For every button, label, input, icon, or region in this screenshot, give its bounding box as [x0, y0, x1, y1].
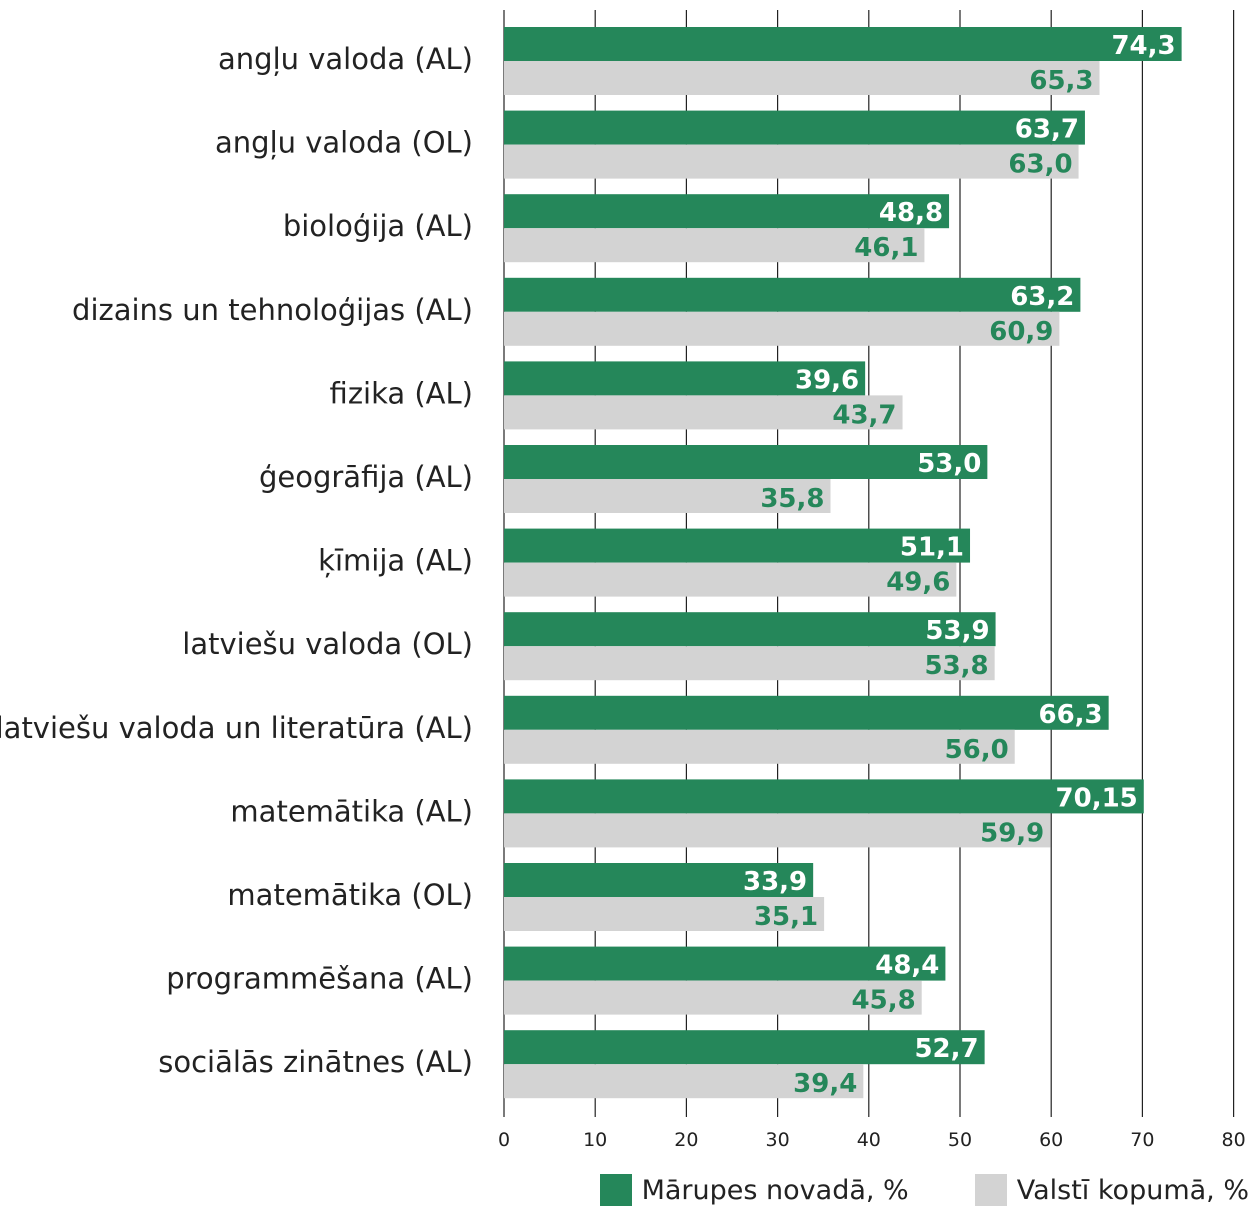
data-label-valsti: 35,8 [760, 484, 824, 514]
bars [504, 27, 1182, 1099]
category-label: programmēšana (AL) [166, 962, 473, 996]
x-tick-label: 20 [674, 1129, 698, 1151]
bar-valsti [504, 562, 957, 597]
data-label-marupes: 48,4 [875, 951, 939, 981]
category-label: angļu valoda (AL) [218, 42, 473, 76]
bar-marupes [504, 612, 996, 647]
bar-marupes [504, 863, 814, 897]
category-label: dizains un tehnoloģijas (AL) [72, 293, 473, 327]
x-tick-label: 80 [1222, 1129, 1246, 1151]
data-label-valsti: 35,1 [754, 902, 818, 932]
bar-marupes [504, 27, 1182, 61]
data-label-marupes: 63,2 [1010, 282, 1074, 312]
data-label-marupes: 66,3 [1038, 700, 1102, 730]
bar-valsti [504, 395, 903, 430]
x-axis-tick-labels: 0 10 20 30 40 50 60 70 80 [498, 1129, 1246, 1151]
data-label-marupes: 63,7 [1015, 115, 1079, 145]
bar-valsti [504, 729, 1015, 764]
category-label: latviešu valoda (OL) [182, 627, 473, 661]
bar-valsti [504, 813, 1051, 848]
data-label-valsti: 63,0 [1008, 150, 1072, 180]
data-label-valsti: 46,1 [854, 233, 918, 263]
category-label: latviešu valoda un literatūra (AL) [0, 711, 473, 745]
bar-valsti [504, 479, 831, 513]
bar-chart: 74,3 65,3 63,7 63,0 48,8 46,1 63,2 60,9 39,6 43,7… [0, 10, 1246, 1151]
data-label-valsti: 56,0 [945, 735, 1009, 765]
bar-valsti [504, 228, 925, 263]
category-labels: angļu valoda (AL) angļu valoda (OL) bioloģ… [0, 42, 473, 1079]
data-label-marupes: 33,9 [743, 867, 807, 897]
x-tick-label: 70 [1130, 1129, 1154, 1151]
bar-marupes [504, 445, 988, 479]
legend-label-valsti: Valstī kopumā, % [1016, 1174, 1249, 1206]
category-label: bioloģija (AL) [283, 209, 473, 243]
category-label: matemātika (AL) [230, 794, 473, 828]
data-label-valsti: 39,4 [793, 1069, 857, 1099]
data-label-valsti: 65,3 [1029, 66, 1093, 96]
data-label-marupes: 52,7 [914, 1034, 978, 1064]
data-label-marupes: 74,3 [1111, 31, 1175, 61]
data-label-valsti: 45,8 [852, 986, 916, 1016]
bar-marupes [504, 779, 1144, 814]
data-label-valsti: 53,8 [924, 651, 988, 681]
x-tick-label: 30 [766, 1129, 790, 1151]
bar-marupes [504, 695, 1109, 730]
x-tick-label: 0 [498, 1129, 510, 1151]
x-tick-label: 40 [857, 1129, 881, 1151]
legend: Mārupes novadā, % Valstī kopumā, % [599, 1172, 1249, 1208]
x-tick-label: 10 [583, 1129, 607, 1151]
data-label-marupes: 51,1 [900, 533, 964, 563]
bar-valsti [504, 1064, 864, 1099]
bar-marupes [504, 528, 971, 563]
bar-valsti [504, 61, 1100, 95]
category-label: ķīmija (AL) [318, 544, 473, 578]
bar-marupes [504, 110, 1085, 145]
bar-valsti [504, 646, 995, 681]
data-label-valsti: 60,9 [989, 317, 1053, 347]
data-labels: 74,3 65,3 63,7 63,0 48,8 46,1 63,2 60,9 39,6 43,7… [743, 31, 1176, 1099]
x-tick-label: 60 [1039, 1129, 1063, 1151]
legend-swatch-valsti [974, 1174, 1007, 1206]
category-label: matemātika (OL) [227, 878, 473, 912]
category-label: fizika (AL) [330, 376, 473, 410]
legend-item-valsti: Valstī kopumā, % [974, 1174, 1249, 1206]
category-label: sociālās zinātnes (AL) [158, 1045, 473, 1079]
bar-valsti [504, 144, 1079, 179]
data-label-valsti: 49,6 [886, 568, 950, 598]
data-label-valsti: 43,7 [832, 400, 896, 430]
data-label-marupes: 48,8 [879, 198, 943, 228]
data-label-marupes: 53,9 [925, 616, 989, 646]
data-label-marupes: 39,6 [795, 365, 859, 395]
x-tick-label: 50 [948, 1129, 972, 1151]
bar-marupes [504, 1030, 985, 1065]
bar-marupes [504, 277, 1081, 312]
bar-marupes [504, 194, 950, 229]
data-label-marupes: 53,0 [917, 449, 981, 479]
bar-valsti [504, 980, 922, 1015]
data-label-marupes: 70,15 [1056, 783, 1138, 813]
category-label: angļu valoda (OL) [215, 126, 473, 160]
legend-swatch-marupes [599, 1174, 632, 1206]
bar-valsti [504, 897, 825, 931]
legend-item-marupes: Mārupes novadā, % [599, 1174, 909, 1206]
bar-marupes [504, 361, 866, 396]
legend-label-marupes: Mārupes novadā, % [641, 1174, 909, 1206]
category-label: ģeogrāfija (AL) [259, 460, 473, 494]
data-label-valsti: 59,9 [980, 818, 1044, 848]
bar-valsti [504, 311, 1060, 346]
bar-marupes [504, 946, 946, 981]
